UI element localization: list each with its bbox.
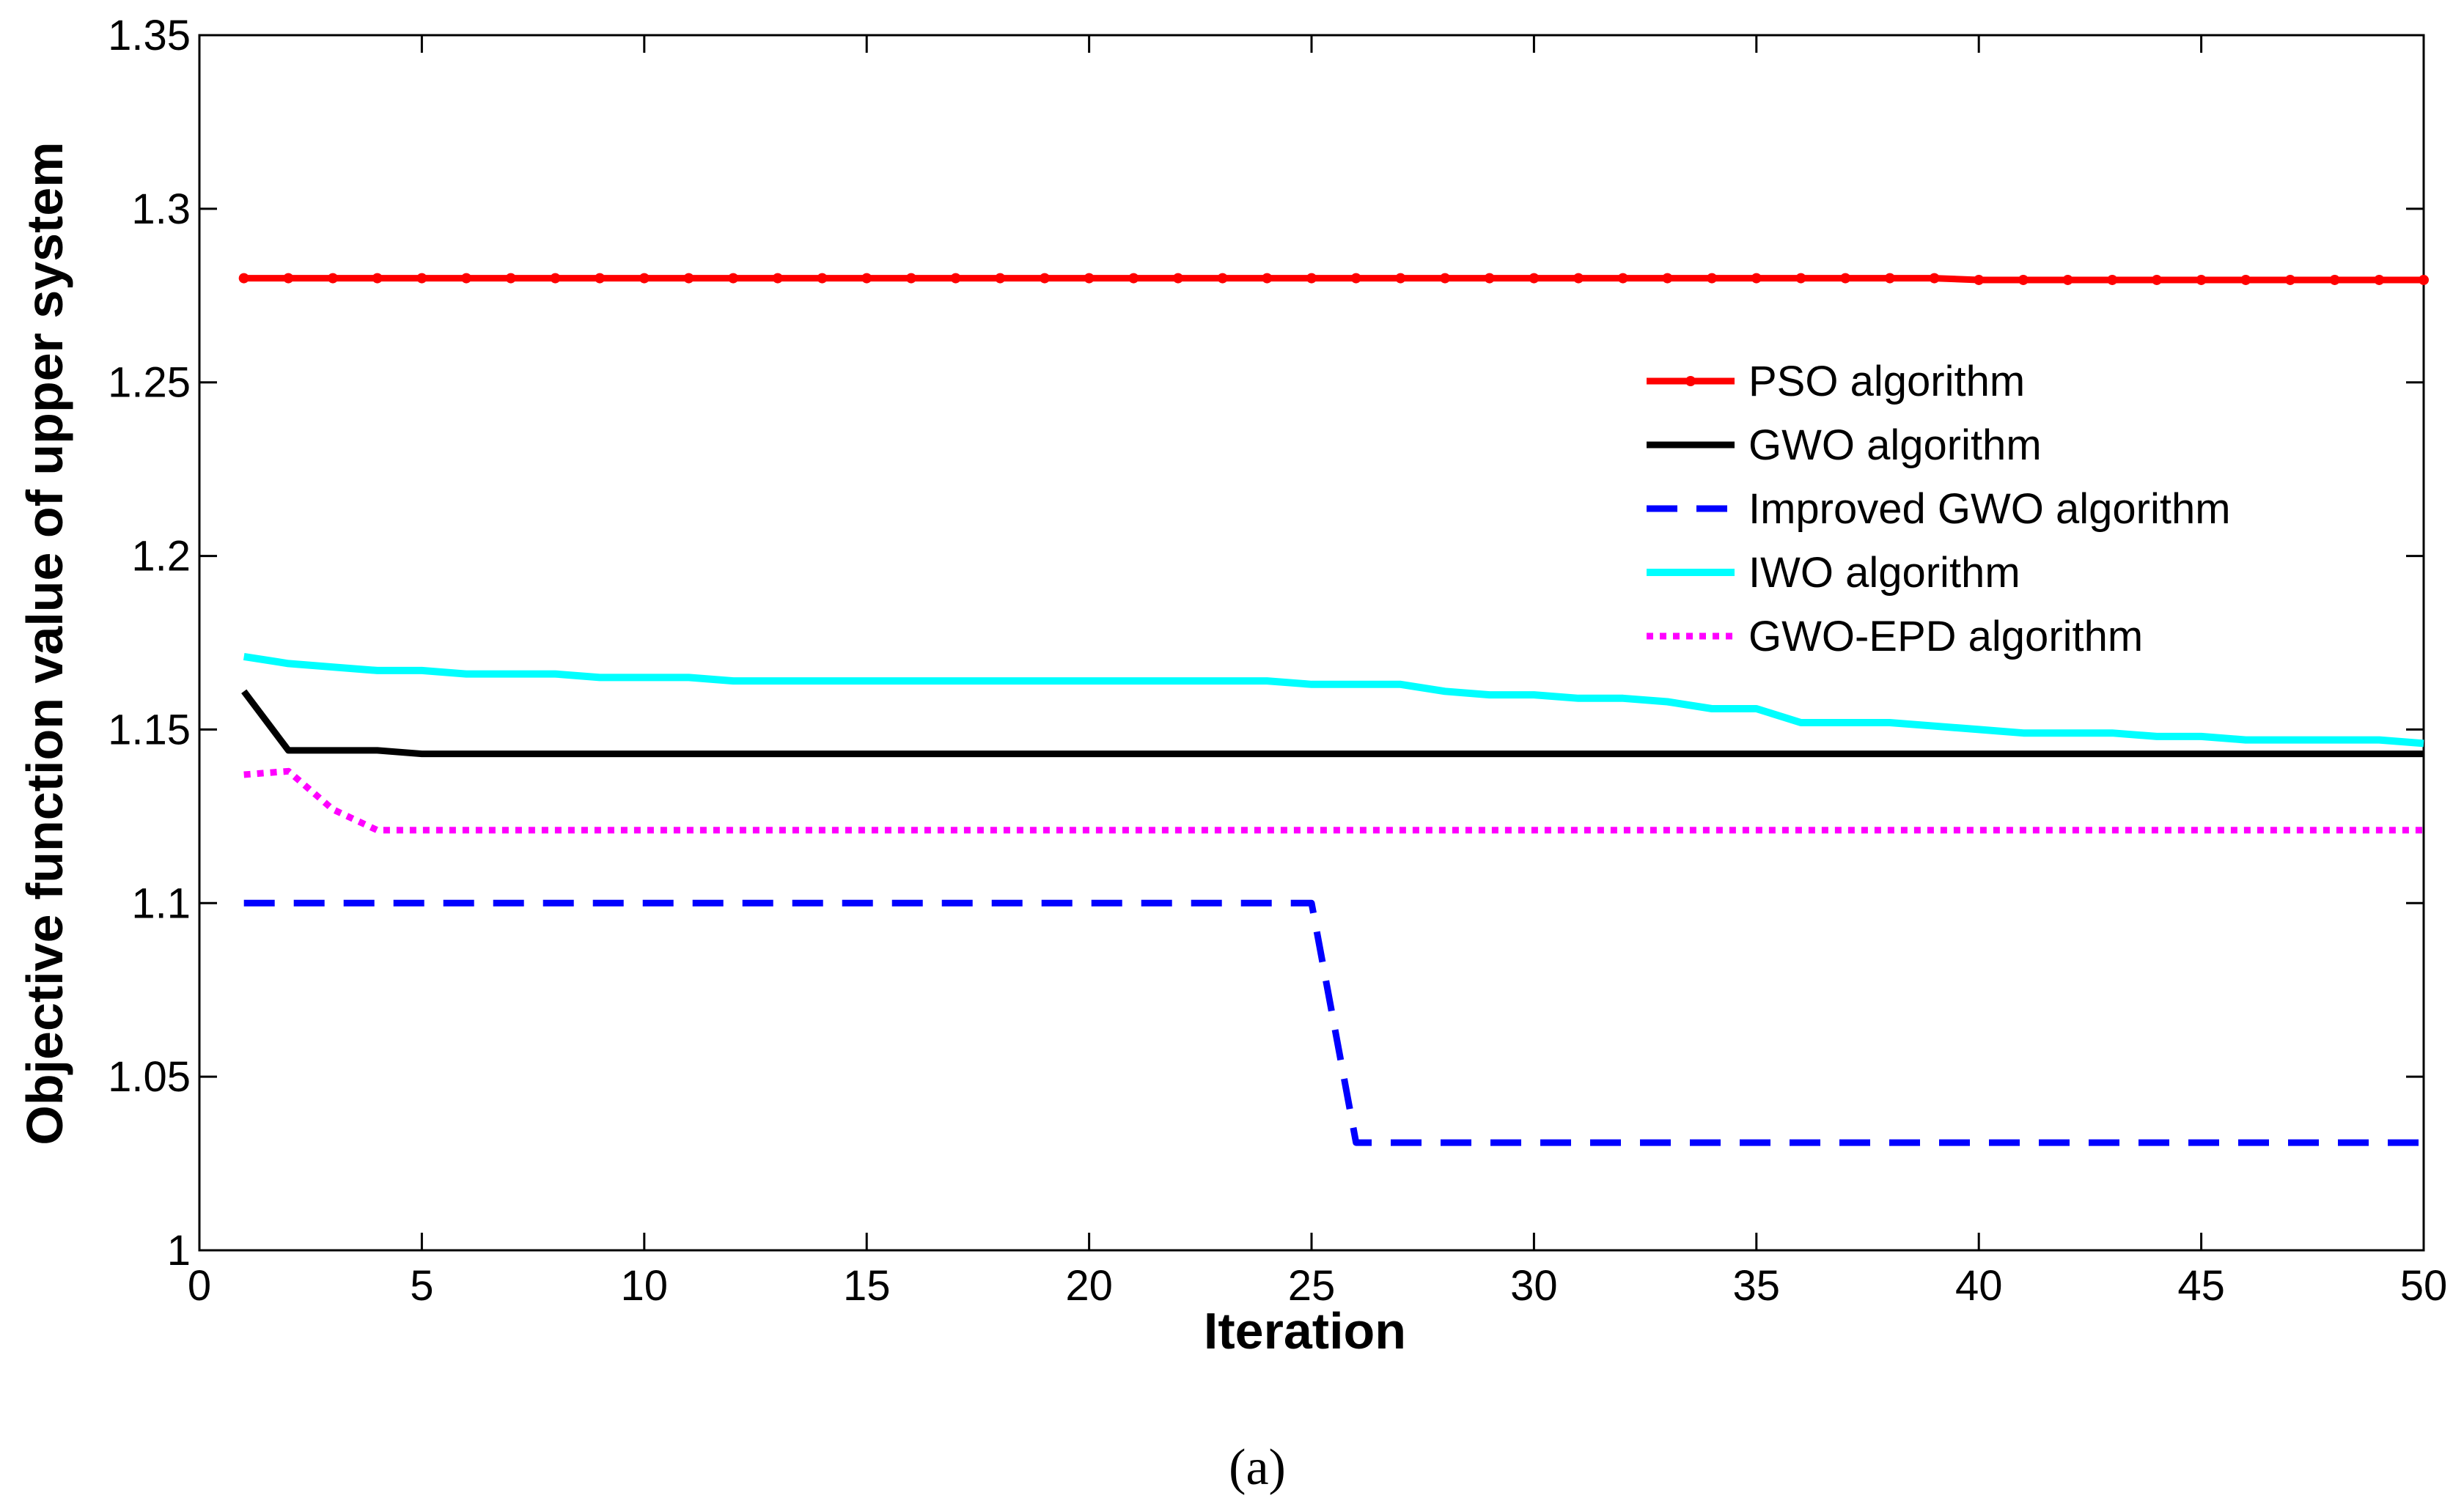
series-point <box>1617 273 1628 284</box>
legend-label-3: IWO algorithm <box>1748 549 2020 597</box>
series-point <box>2196 274 2207 285</box>
series-point <box>950 273 961 284</box>
series-point <box>2374 274 2385 285</box>
series-point <box>505 273 516 284</box>
y-tick-label: 1.25 <box>108 359 191 407</box>
x-axis-label: Iteration <box>1204 1302 1406 1359</box>
series-point <box>1306 273 1317 284</box>
series-point <box>328 273 339 284</box>
legend-label-1: GWO algorithm <box>1748 421 2042 469</box>
legend-label-0: PSO algorithm <box>1748 358 2025 405</box>
series-line-0 <box>243 275 2424 284</box>
x-tick-label: 30 <box>1510 1262 1558 1310</box>
series-point <box>1795 273 1806 284</box>
series-point <box>1662 273 1673 284</box>
y-tick-label: 1.2 <box>131 533 191 580</box>
series-point <box>550 273 561 284</box>
y-tick-label: 1.05 <box>108 1053 191 1101</box>
series-point <box>995 273 1006 284</box>
plot-frame <box>198 34 2425 1252</box>
series-point <box>905 273 916 284</box>
series-point <box>283 273 294 284</box>
legend-marker <box>1685 376 1696 386</box>
series-point <box>2419 274 2429 285</box>
series-point <box>461 273 472 284</box>
series-point <box>1262 273 1273 284</box>
legend-label-2: Improved GWO algorithm <box>1748 485 2231 533</box>
y-tick-label: 1.3 <box>131 185 191 233</box>
series-point <box>416 273 427 284</box>
legend-label-4: GWO-EPD algorithm <box>1748 613 2143 660</box>
x-tick-label: 50 <box>2400 1262 2448 1310</box>
series-point <box>1084 273 1095 284</box>
series-point <box>1573 273 1584 284</box>
series-point <box>2018 274 2029 285</box>
series-point <box>238 273 249 284</box>
series-point <box>2329 274 2340 285</box>
y-tick-label: 1.1 <box>131 879 191 927</box>
series-point <box>2107 274 2118 285</box>
y-axis: 1 1.05 1.1 1.15 1.2 1.25 1.3 1.35 <box>108 12 2424 1274</box>
x-tick-label: 10 <box>621 1262 669 1310</box>
series-line-3 <box>243 652 2424 748</box>
x-tick-label: 15 <box>843 1262 891 1310</box>
series-line-2 <box>243 899 2424 1146</box>
y-tick-label: 1.15 <box>108 706 191 753</box>
series-point <box>639 273 650 284</box>
series-point <box>772 273 783 284</box>
x-tick-label: 0 <box>188 1262 211 1310</box>
series-point <box>1350 273 1361 284</box>
x-axis: 0 5 10 15 20 25 30 35 40 45 50 <box>188 35 2447 1310</box>
x-tick-label: 45 <box>2177 1262 2225 1310</box>
series-point <box>1751 273 1762 284</box>
series-point <box>2240 274 2251 285</box>
series-point <box>1395 273 1406 284</box>
y-axis-label: Objective function value of upper system <box>16 141 73 1145</box>
x-tick-label: 5 <box>410 1262 433 1310</box>
x-tick-label: 25 <box>1288 1262 1336 1310</box>
series-line-1 <box>241 689 2424 758</box>
series-point <box>2284 274 2295 285</box>
series-point <box>1217 273 1228 284</box>
figure-caption: (a) <box>1229 1439 1286 1496</box>
series-point <box>1707 273 1718 284</box>
series-point <box>1529 273 1540 284</box>
series-point <box>1929 273 1940 284</box>
series-point <box>728 273 739 284</box>
series-point <box>2151 274 2162 285</box>
series-line-4 <box>243 767 2424 834</box>
legend: PSO algorithm GWO algorithm Improved GWO a… <box>1647 358 2231 660</box>
series-point <box>1974 274 1985 285</box>
series-point <box>1840 273 1851 284</box>
series-point <box>1884 273 1895 284</box>
series-point <box>372 273 383 284</box>
series-point <box>1484 273 1495 284</box>
series-point <box>817 273 828 284</box>
x-tick-label: 40 <box>1955 1262 2003 1310</box>
series-point <box>1039 273 1050 284</box>
plot-area <box>198 34 2425 1252</box>
x-tick-label: 20 <box>1065 1262 1113 1310</box>
series-point <box>2062 274 2073 285</box>
series-layer <box>238 273 2429 1146</box>
series-point <box>1440 273 1451 284</box>
series-point <box>1128 273 1139 284</box>
series-point <box>595 273 606 284</box>
series-point <box>683 273 694 284</box>
y-tick-label: 1 <box>167 1227 191 1274</box>
series-point <box>1172 273 1183 284</box>
x-tick-label: 35 <box>1733 1262 1781 1310</box>
y-tick-label: 1.35 <box>108 12 191 59</box>
series-point <box>861 273 872 284</box>
